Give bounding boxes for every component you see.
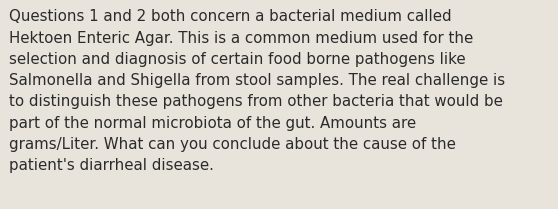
Text: Questions 1 and 2 both concern a bacterial medium called
Hektoen Enteric Agar. T: Questions 1 and 2 both concern a bacteri… <box>9 9 505 173</box>
